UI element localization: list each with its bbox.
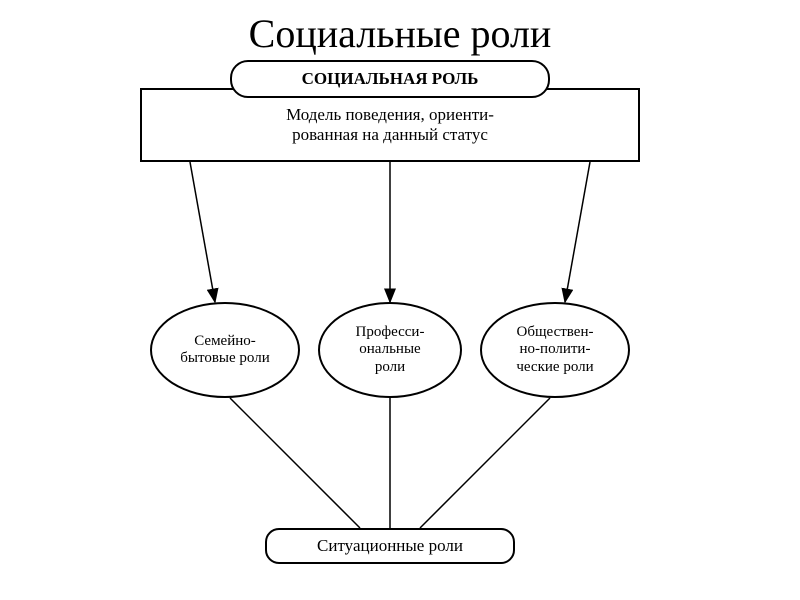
ellipse-political: Обществен-но-полити-ческие роли [480,302,630,398]
bottom-label-text: Ситуационные роли [317,536,463,556]
connector-line [190,162,215,302]
ellipse-family-text: Семейно-бытовые роли [180,333,269,368]
definition-text: Модель поведения, ориенти-рованная на да… [286,105,494,145]
connector-line [230,398,360,528]
diagram-canvas: Модель поведения, ориенти-рованная на да… [110,60,670,580]
ellipse-professional-text: Професси-ональныероли [356,324,425,376]
top-label-pill: СОЦИАЛЬНАЯ РОЛЬ [230,60,550,98]
connector-line [565,162,590,302]
ellipse-family: Семейно-бытовые роли [150,302,300,398]
top-label-text: СОЦИАЛЬНАЯ РОЛЬ [302,69,479,89]
bottom-label-pill: Ситуационные роли [265,528,515,564]
connector-line [420,398,550,528]
ellipse-professional: Професси-ональныероли [318,302,462,398]
page-title: Социальные роли [0,10,800,57]
definition-box: Модель поведения, ориенти-рованная на да… [140,88,640,162]
ellipse-political-text: Обществен-но-полити-ческие роли [516,324,593,376]
